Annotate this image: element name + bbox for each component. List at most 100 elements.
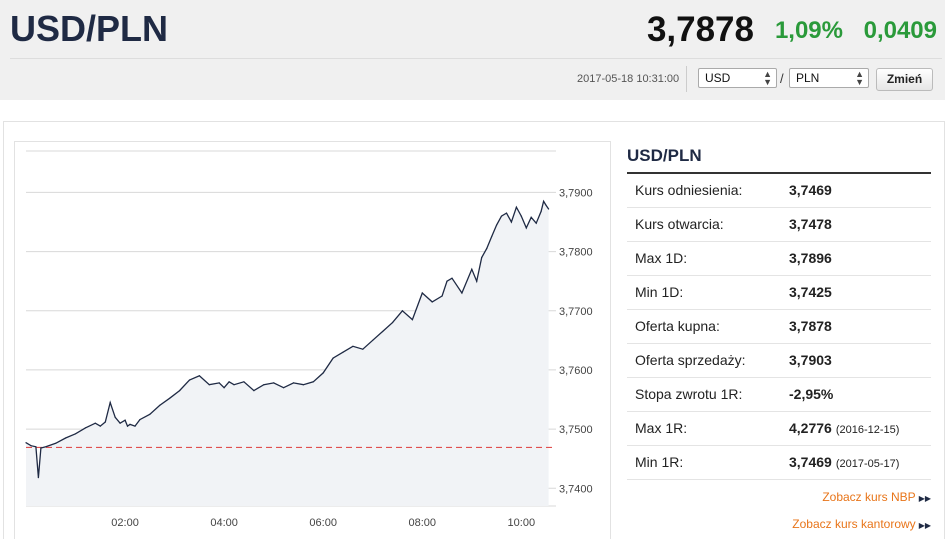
price-point: [481, 256, 483, 259]
price-point: [500, 215, 503, 217]
stat-row-max-1d: Max 1D: 3,7896: [627, 242, 931, 276]
price-point: [126, 425, 129, 427]
stat-row-min-1d: Min 1D: 3,7425: [627, 276, 931, 310]
price-point: [312, 381, 314, 383]
price-point: [283, 387, 285, 389]
y-tick-label: 3,7900: [559, 187, 593, 199]
from-currency-select[interactable]: USD ▲ ▼: [698, 68, 777, 88]
stat-value: 3,7469: [789, 182, 832, 198]
x-tick-label: 02:00: [111, 517, 139, 529]
price-point: [129, 423, 131, 425]
price-point: [74, 433, 77, 435]
price-point: [263, 384, 265, 386]
price-point: [401, 310, 403, 312]
stat-label: Max 1D:: [635, 250, 688, 266]
price-point: [99, 425, 101, 427]
price-point: [520, 215, 522, 217]
price-point: [352, 345, 354, 347]
price-point: [540, 210, 542, 212]
price-point: [25, 442, 27, 444]
price-point: [372, 339, 374, 341]
change-absolute: 0,0409: [863, 17, 937, 44]
stat-label: Kurs odniesienia:: [635, 182, 743, 198]
price-point: [471, 268, 473, 270]
double-chevron-right-icon: ▶▶: [918, 494, 931, 503]
chart-frame: [14, 141, 611, 539]
stat-row-reference: Kurs odniesienia: 3,7469: [627, 174, 931, 208]
price-point: [223, 387, 225, 389]
to-currency-select[interactable]: PLN ▲ ▼: [789, 68, 869, 88]
stats-table: Kurs odniesienia: 3,7469 Kurs otwarcia: …: [627, 174, 931, 480]
stats-panel-title: USD/PLN: [627, 146, 702, 165]
stat-label: Min 1D:: [635, 284, 684, 300]
y-tick-label: 3,7800: [559, 247, 593, 259]
x-tick-label: 06:00: [309, 517, 337, 529]
stat-value: -2,95%: [789, 386, 834, 402]
nbp-rate-link[interactable]: Zobacz kurs NBP ▶▶: [822, 490, 931, 504]
price-point: [119, 422, 121, 424]
price-point: [382, 330, 384, 333]
currency-separator: /: [780, 71, 784, 86]
price-point: [179, 390, 181, 392]
price-point: [198, 375, 200, 377]
stat-row-ask: Oferta sprzedaży: 3,7903: [627, 344, 931, 378]
price-point: [84, 427, 86, 429]
stat-label: Oferta sprzedaży:: [635, 352, 746, 368]
stat-row-return-1y: Stopa zwrotu 1R: -2,95%: [627, 378, 931, 412]
page-title: USD/PLN: [10, 8, 169, 49]
price-area: [26, 201, 549, 507]
price-point: [65, 437, 67, 439]
header-divider: [10, 58, 942, 59]
price-point: [342, 351, 344, 353]
x-tick-label: 04:00: [210, 517, 238, 529]
price-point: [109, 401, 111, 404]
price-point: [292, 382, 295, 384]
price-chart[interactable]: 3,7400 3,7500 3,7600 3,7700 3,7800 3,7900 02:…: [14, 141, 611, 539]
price-point: [421, 292, 423, 294]
stat-row-min-1y: Min 1R: 3,7469 (2017-05-17): [627, 446, 931, 480]
price-point: [391, 322, 394, 324]
stat-value: 4,2776 (2016-12-15): [789, 420, 900, 436]
price-point: [451, 277, 453, 279]
price-point: [114, 416, 116, 418]
stat-label: Kurs otwarcia:: [635, 216, 724, 232]
price-point: [535, 222, 537, 224]
price-point: [461, 292, 463, 294]
price-point: [243, 381, 245, 383]
y-tick-label: 3,7500: [559, 424, 593, 436]
stat-label: Stopa zwrotu 1R:: [635, 386, 743, 402]
price-point: [208, 384, 210, 386]
price-line: [25, 199, 550, 478]
stat-row-open: Kurs otwarcia: 3,7478: [627, 208, 931, 242]
price-point: [545, 204, 547, 206]
change-currency-button[interactable]: Zmień: [876, 68, 933, 91]
price-point: [515, 206, 517, 208]
price-point: [322, 372, 324, 374]
price-point: [188, 379, 191, 381]
header-bar: [0, 0, 945, 100]
price-point: [228, 381, 230, 383]
price-point: [273, 382, 275, 384]
price-point: [362, 348, 364, 350]
price-point: [411, 319, 413, 321]
price-point: [30, 445, 32, 447]
y-tick-label: 3,7700: [559, 306, 593, 318]
x-tick-label: 08:00: [408, 517, 436, 529]
price-point: [491, 236, 493, 238]
price-point: [446, 280, 448, 282]
quote-timestamp: 2017-05-18 10:31:00: [577, 73, 680, 85]
price-point: [233, 384, 235, 386]
stat-label: Max 1R:: [635, 420, 688, 436]
to-currency-value: PLN: [796, 71, 820, 85]
exchange-rate-link[interactable]: Zobacz kurs kantorowy ▶▶: [792, 517, 931, 531]
price-point: [149, 413, 151, 415]
y-axis-labels: 3,7400 3,7500 3,7600 3,7700 3,7800 3,7900: [559, 187, 593, 495]
stat-row-bid: Oferta kupna: 3,7878: [627, 310, 931, 344]
price-point: [169, 397, 171, 399]
price-point: [124, 419, 126, 421]
price-point: [218, 382, 220, 384]
select-arrows-icon: ▲ ▼: [855, 69, 864, 87]
price-point: [104, 421, 106, 423]
price-point: [37, 477, 39, 479]
stat-value: 3,7878: [789, 318, 832, 334]
